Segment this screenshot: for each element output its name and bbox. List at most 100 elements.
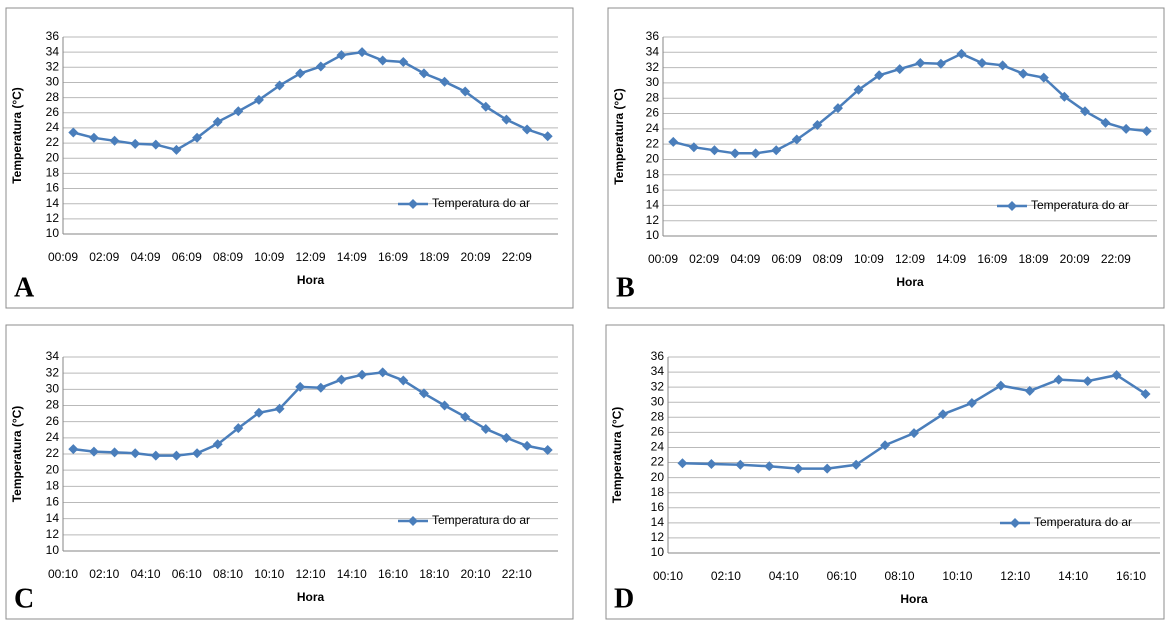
panel-frame (607, 7, 1165, 309)
data-point (1059, 91, 1070, 102)
data-point (315, 382, 326, 393)
x-tick-label: 22:10 (502, 567, 532, 581)
data-point (418, 68, 429, 79)
data-point (915, 58, 926, 69)
x-tick-label: 12:10 (295, 567, 325, 581)
data-point (730, 148, 741, 159)
x-tick-label: 10:09 (854, 252, 884, 266)
y-tick-label: 14 (646, 198, 660, 212)
data-point (977, 58, 988, 69)
data-point (130, 448, 141, 459)
y-tick-label: 32 (646, 60, 660, 74)
data-point (357, 369, 368, 380)
data-point (1140, 388, 1151, 399)
legend-label: Temperatura do ar (432, 513, 530, 527)
data-point (832, 103, 843, 114)
y-tick-label: 14 (46, 196, 60, 210)
x-tick-label: 20:09 (1060, 252, 1090, 266)
data-point (171, 450, 182, 461)
y-axis-title: Temperatura (°C) (610, 407, 624, 504)
data-point (1082, 376, 1093, 387)
data-point (853, 84, 864, 95)
data-point (253, 407, 264, 418)
y-tick-label: 30 (46, 382, 60, 396)
data-point (192, 132, 203, 143)
y-tick-label: 14 (46, 511, 60, 525)
y-tick-label: 12 (46, 211, 60, 225)
x-tick-label: 04:10 (130, 567, 160, 581)
data-point (109, 135, 120, 146)
x-tick-label: 06:09 (771, 252, 801, 266)
y-tick-label: 20 (651, 470, 665, 484)
y-tick-label: 28 (46, 398, 60, 412)
legend-label: Temperatura do ar (432, 196, 530, 210)
x-tick-label: 06:10 (827, 569, 857, 583)
data-point (997, 60, 1008, 71)
data-point (542, 444, 553, 455)
y-tick-label: 18 (46, 166, 60, 180)
x-axis-title: Hora (896, 275, 924, 289)
data-point (88, 132, 99, 143)
x-tick-label: 06:09 (172, 250, 202, 264)
y-tick-label: 10 (46, 226, 60, 240)
data-point (336, 50, 347, 61)
x-tick-label: 06:10 (172, 567, 202, 581)
y-tick-label: 20 (46, 150, 60, 164)
data-point (274, 80, 285, 91)
y-tick-label: 30 (651, 394, 665, 408)
x-tick-label: 14:09 (936, 252, 966, 266)
y-tick-label: 28 (46, 90, 60, 104)
x-tick-label: 20:09 (460, 250, 490, 264)
y-tick-label: 28 (651, 409, 665, 423)
y-tick-label: 12 (646, 213, 660, 227)
y-axis-title: Temperatura (°C) (10, 406, 24, 503)
data-point (935, 58, 946, 69)
y-tick-label: 22 (646, 136, 660, 150)
data-point (542, 131, 553, 142)
y-tick-label: 34 (651, 364, 665, 378)
x-axis-title: Hora (297, 273, 325, 287)
data-point (150, 450, 161, 461)
x-tick-label: 14:10 (1058, 569, 1088, 583)
data-point (1100, 117, 1111, 128)
data-point (1038, 72, 1049, 83)
x-tick-label: 22:09 (1101, 252, 1131, 266)
data-point (68, 444, 79, 455)
y-tick-label: 10 (651, 545, 665, 559)
y-tick-label: 32 (46, 59, 60, 73)
y-tick-label: 22 (46, 135, 60, 149)
data-point (688, 142, 699, 153)
data-point (1079, 106, 1090, 117)
y-tick-label: 12 (46, 527, 60, 541)
y-tick-label: 30 (46, 75, 60, 89)
data-point (439, 76, 450, 87)
legend-label: Temperatura do ar (1031, 198, 1129, 212)
data-point (460, 411, 471, 422)
y-tick-label: 34 (46, 44, 60, 58)
y-tick-label: 30 (646, 75, 660, 89)
y-tick-label: 18 (646, 167, 660, 181)
y-tick-label: 18 (651, 485, 665, 499)
data-point (764, 461, 775, 472)
x-tick-label: 16:09 (977, 252, 1007, 266)
legend-marker (1010, 518, 1020, 528)
data-point (233, 423, 244, 434)
data-point (130, 138, 141, 149)
data-point (192, 448, 203, 459)
panel-label: D (614, 583, 634, 614)
data-point (1141, 126, 1152, 137)
data-point (274, 403, 285, 414)
data-point (315, 61, 326, 72)
data-point (398, 57, 409, 68)
y-tick-label: 20 (646, 152, 660, 166)
data-point (295, 68, 306, 79)
x-tick-label: 16:10 (378, 567, 408, 581)
y-tick-label: 36 (46, 29, 60, 43)
x-tick-label: 08:10 (885, 569, 915, 583)
y-tick-label: 24 (46, 430, 60, 444)
x-tick-label: 00:10 (48, 567, 78, 581)
data-point (398, 375, 409, 386)
x-tick-label: 08:10 (213, 567, 243, 581)
data-point (480, 101, 491, 112)
